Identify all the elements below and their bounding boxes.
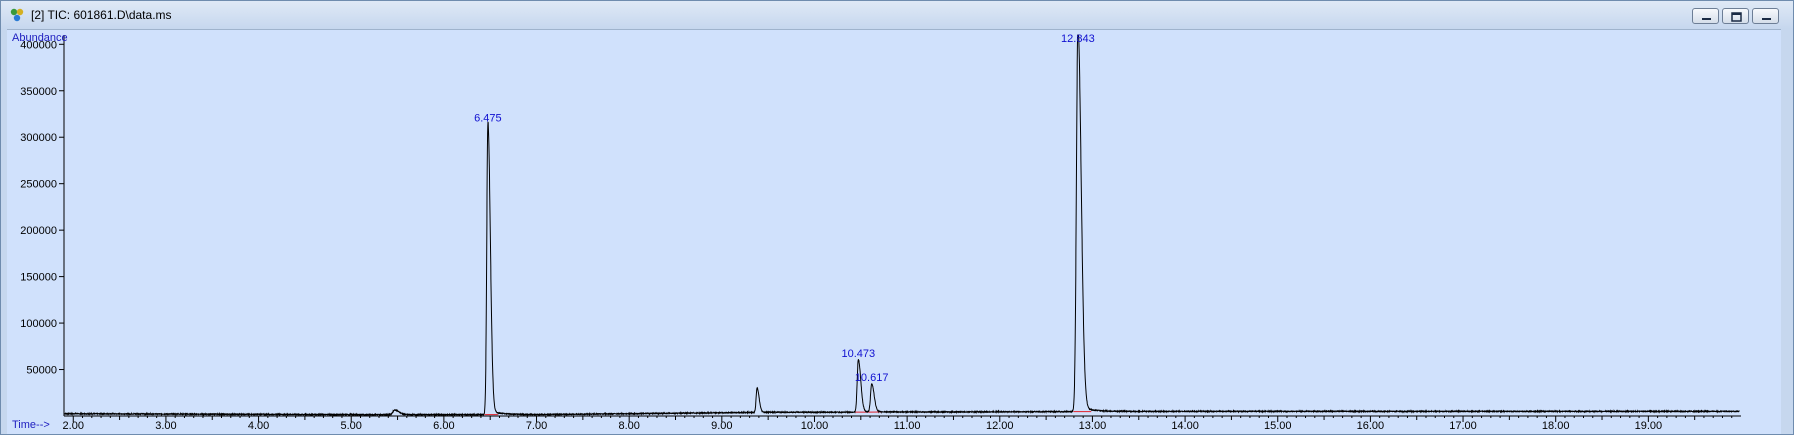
window-frame-left (1, 29, 7, 434)
y-tick-label: 50000 (26, 365, 57, 377)
peak-label: 10.617 (855, 372, 889, 384)
restore-button[interactable] (1722, 8, 1749, 24)
y-axis-label: Abundance (12, 32, 68, 44)
window-frame-right[interactable] (1781, 29, 1793, 434)
x-axis-label: Time--> (12, 419, 50, 431)
peak-label: 12.843 (1061, 33, 1095, 45)
minimize-icon (1702, 18, 1711, 20)
x-ticks: 2.00 3.00 4.00 5.00 6.00 7.00 8.00 9.00 10.00 11.… (63, 416, 1733, 432)
x-tick-label: 19.00 (1635, 420, 1663, 432)
tic-trace (63, 34, 1740, 417)
x-tick-label: 16.00 (1357, 420, 1385, 432)
x-tick-label: 17.00 (1449, 420, 1477, 432)
peak-label: 6.475 (474, 113, 502, 125)
peak-label: 10.473 (841, 348, 875, 360)
x-tick-label: 15.00 (1264, 420, 1292, 432)
y-tick-label: 200000 (20, 225, 57, 237)
x-tick-label: 10.00 (801, 420, 829, 432)
y-tick-label: 150000 (20, 272, 57, 284)
restore-icon (1731, 12, 1742, 22)
x-tick-label: 18.00 (1542, 420, 1570, 432)
chromatogram-app-icon (10, 8, 24, 22)
chromatogram-chart: Abundance Time--> 50000 100000 150000 20000… (12, 32, 1741, 432)
y-tick-label: 350000 (20, 86, 57, 98)
x-tick-label: 5.00 (341, 420, 362, 432)
minimize-button[interactable] (1692, 8, 1719, 24)
x-tick-label: 2.00 (63, 420, 84, 432)
x-tick-label: 8.00 (618, 420, 639, 432)
close-button[interactable] (1752, 8, 1779, 24)
y-tick-label: 300000 (20, 132, 57, 144)
y-tick-label: 400000 (20, 39, 57, 51)
x-tick-label: 4.00 (248, 420, 269, 432)
close-icon (1762, 18, 1771, 20)
x-tick-label: 11.00 (894, 420, 921, 432)
peak-labels: 6.475 10.473 10.617 12.843 (474, 33, 1095, 384)
x-tick-label: 12.00 (986, 420, 1014, 432)
y-ticks: 50000 100000 150000 200000 250000 300000 35000… (20, 39, 64, 377)
x-tick-label: 3.00 (155, 420, 176, 432)
x-tick-label: 14.00 (1171, 420, 1199, 432)
x-tick-label: 6.00 (433, 420, 454, 432)
title-bar[interactable]: [2] TIC: 601861.D\data.ms (1, 1, 1793, 30)
x-tick-label: 13.00 (1079, 420, 1107, 432)
axes (63, 35, 1741, 417)
x-tick-label: 9.00 (711, 420, 732, 432)
y-tick-label: 250000 (20, 179, 57, 191)
window-title: [2] TIC: 601861.D\data.ms (31, 8, 172, 22)
x-tick-label: 7.00 (526, 420, 547, 432)
y-tick-label: 100000 (20, 318, 57, 330)
plot-area[interactable]: Abundance Time--> 50000 100000 150000 20000… (7, 30, 1781, 434)
